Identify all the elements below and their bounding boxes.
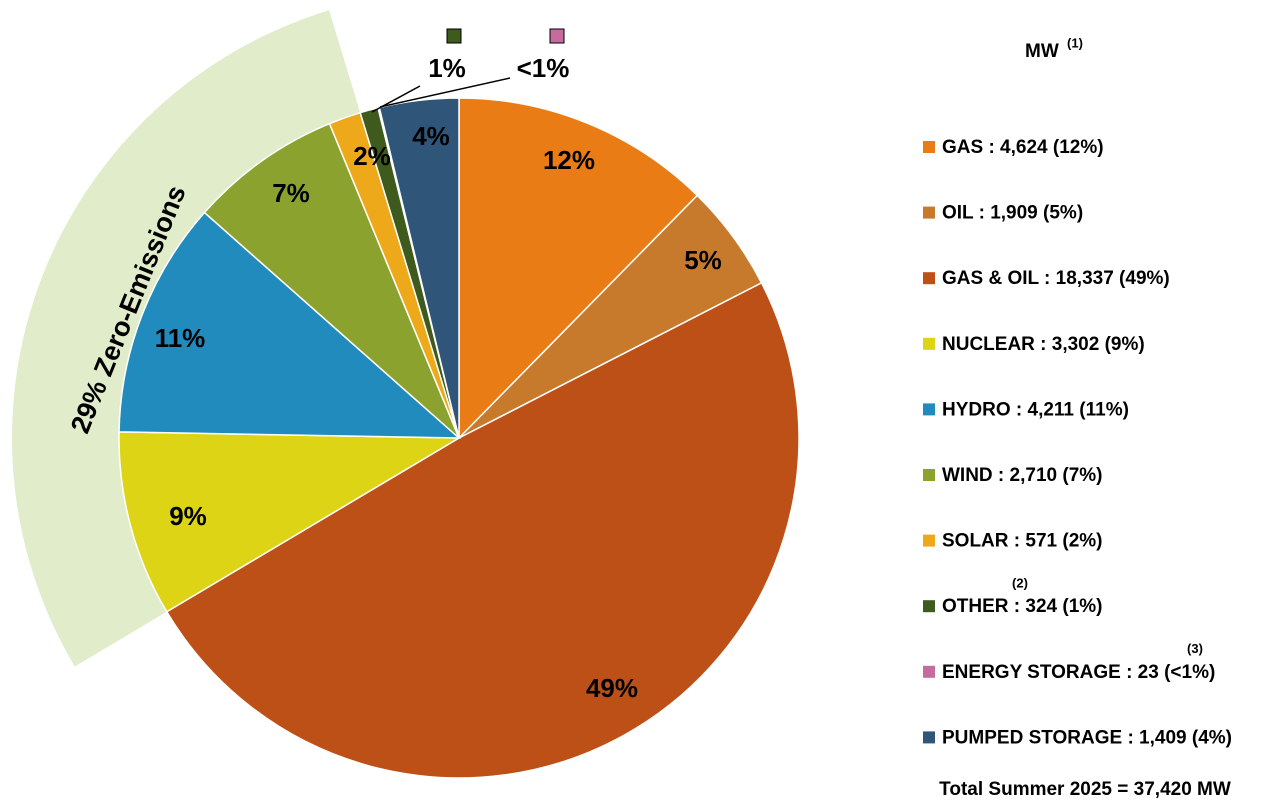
slice-label: 1% (428, 53, 466, 83)
band (12, 10, 361, 667)
legend-note: (2) (1012, 576, 1028, 591)
legend-note: (3) (1187, 641, 1203, 656)
legend-swatch (923, 337, 935, 350)
legend-swatch (923, 272, 935, 285)
slice (118, 431, 462, 613)
legend-label: SOLAR : 571 (2%) (942, 531, 1102, 552)
slice-label: 4% (412, 121, 450, 151)
slice-label: 12% (543, 145, 595, 175)
legend-label: GAS : 4,624 (12%) (942, 137, 1104, 158)
total-label: Total Summer 2025 = 37,420 MW (939, 779, 1231, 800)
legend-swatch (923, 403, 935, 416)
zero-emissions-band (12, 10, 361, 667)
legend-label: PUMPED STORAGE : 1,409 (4%) (942, 727, 1232, 748)
slice-label: 2% (353, 141, 391, 171)
slice-label: <1% (517, 53, 570, 83)
legend-label: ENERGY STORAGE : 23 (<1%) (942, 662, 1215, 683)
leader-line (379, 77, 511, 108)
legend-title-note: (1) (1067, 35, 1083, 50)
key-swatch (446, 28, 462, 44)
slice-label: 7% (272, 178, 310, 208)
legend-title: MW (1025, 41, 1059, 62)
legend-label: OIL : 1,909 (5%) (942, 203, 1083, 224)
slice-label: 5% (684, 245, 722, 275)
leader-line (371, 85, 421, 113)
legend-swatch (923, 731, 935, 744)
slice (458, 97, 699, 440)
pie (118, 97, 800, 779)
legend-label: HYDRO : 4,211 (11%) (942, 399, 1129, 420)
slice-label: 49% (586, 673, 638, 703)
legend-label: WIND : 2,710 (7%) (942, 465, 1102, 486)
slice (203, 122, 460, 439)
legend-swatch (923, 141, 935, 153)
legend-label: GAS & OIL : 18,337 (49%) (942, 268, 1170, 289)
slice (165, 281, 800, 779)
slice (118, 211, 462, 439)
legend-swatch (923, 206, 935, 219)
slice-label: 9% (169, 501, 207, 531)
legend-label: NUCLEAR : 3,302 (9%) (942, 334, 1145, 355)
legend-label: OTHER : 324 (1%) (942, 596, 1102, 617)
legend-swatch (923, 469, 935, 481)
legend-swatch (923, 600, 935, 613)
legend-swatch (923, 665, 935, 678)
key-swatch (549, 28, 565, 44)
slice-label: 11% (155, 323, 206, 353)
legend-swatch (923, 534, 935, 547)
